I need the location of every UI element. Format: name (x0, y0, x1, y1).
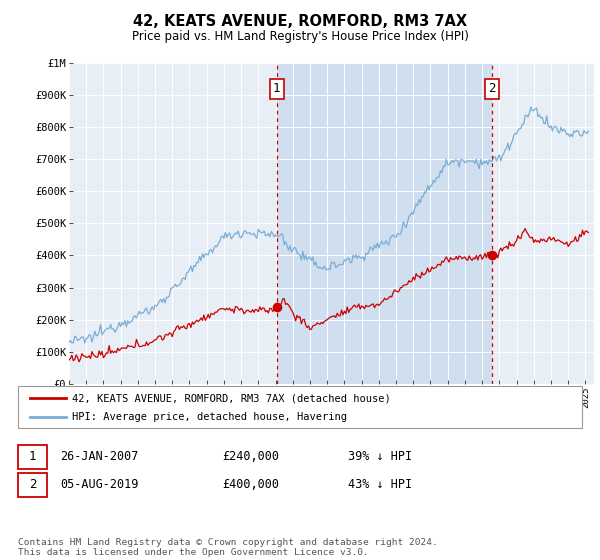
Text: 05-AUG-2019: 05-AUG-2019 (60, 478, 139, 491)
Text: Price paid vs. HM Land Registry's House Price Index (HPI): Price paid vs. HM Land Registry's House … (131, 30, 469, 43)
Text: Contains HM Land Registry data © Crown copyright and database right 2024.
This d: Contains HM Land Registry data © Crown c… (18, 538, 438, 557)
Text: 26-JAN-2007: 26-JAN-2007 (60, 450, 139, 463)
Text: 39% ↓ HPI: 39% ↓ HPI (348, 450, 412, 463)
Text: 43% ↓ HPI: 43% ↓ HPI (348, 478, 412, 491)
Text: 1: 1 (273, 82, 281, 95)
Text: 1: 1 (29, 450, 36, 463)
Text: HPI: Average price, detached house, Havering: HPI: Average price, detached house, Have… (72, 412, 347, 422)
Text: 42, KEATS AVENUE, ROMFORD, RM3 7AX: 42, KEATS AVENUE, ROMFORD, RM3 7AX (133, 14, 467, 29)
Text: 42, KEATS AVENUE, ROMFORD, RM3 7AX (detached house): 42, KEATS AVENUE, ROMFORD, RM3 7AX (deta… (72, 393, 391, 403)
Text: 2: 2 (488, 82, 496, 95)
Text: 2: 2 (29, 478, 36, 491)
Text: £240,000: £240,000 (222, 450, 279, 463)
Bar (277, 63, 492, 384)
Text: £400,000: £400,000 (222, 478, 279, 491)
